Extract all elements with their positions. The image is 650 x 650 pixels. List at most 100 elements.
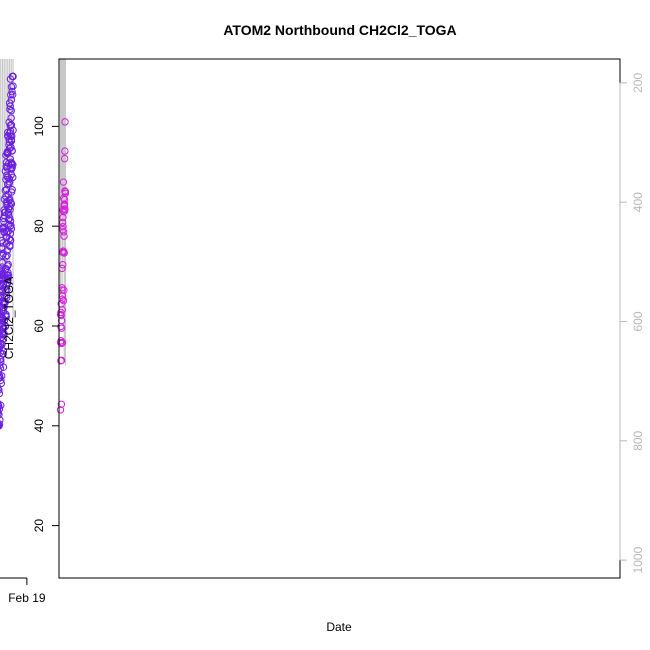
data-point [0,376,5,385]
data-point [9,90,17,99]
data-point [0,411,3,419]
data-point [57,356,66,365]
data-point [61,147,69,155]
data-point [61,118,69,126]
data-point [59,260,67,269]
data-point [61,189,70,198]
data-point [7,96,16,104]
data-point [9,72,17,81]
data-point [0,372,6,380]
data-point [57,339,66,348]
data-point [57,324,66,332]
data-point [2,313,10,321]
data-point [0,402,2,409]
data-point [9,173,17,182]
data-point [9,82,17,90]
data-point [60,200,69,208]
data-point [0,401,5,410]
data-point [60,286,68,294]
x-axis: Feb 11Feb 13Feb 15Feb 17Feb 19 [0,577,46,605]
data-point [57,311,65,320]
data-point [7,106,16,115]
data-point [7,121,16,129]
data-point [4,210,13,219]
data-point [9,161,17,169]
data-point [7,137,16,145]
data-point [4,215,13,224]
right-axis: 200 400 600 800 1000 [619,73,645,573]
right-tick-label: 200 [631,73,645,93]
y-axis-label: CH2Cl2_TOGA [2,277,16,359]
plot-frame [58,58,621,579]
data-point [3,293,11,302]
data-point [6,241,14,249]
data-point [7,198,15,207]
data-point [60,232,68,240]
data-points [0,72,70,430]
right-tick-label: 600 [631,311,645,331]
data-point [59,228,68,236]
right-tick-label: 400 [631,192,645,212]
y-tick-label: 20 [32,519,46,533]
data-point [0,405,4,413]
data-point [3,262,12,270]
data-point [6,229,15,238]
data-point [0,361,4,370]
right-tick-label: 1000 [631,546,645,573]
data-point [0,239,7,247]
data-point [0,313,6,321]
data-point [0,330,8,338]
x-tick-label: Feb 19 [8,591,46,605]
data-point [59,296,68,305]
data-point [5,195,14,203]
data-point [8,146,16,155]
data-point [0,331,4,340]
data-point [0,350,7,358]
data-point [57,316,66,325]
data-point [57,400,66,409]
data-point [5,175,14,183]
data-point [59,213,67,222]
data-point [6,237,15,245]
data-point [4,271,13,279]
data-point [0,342,2,349]
data-point [0,379,5,388]
data-point [8,87,16,96]
data-point [0,402,3,410]
data-point [0,331,7,339]
data-point [0,358,2,365]
data-point [8,159,16,168]
data-point [60,154,69,163]
data-point [0,374,3,382]
chart-title: ATOM2 Northbound CH2Cl2_TOGA [223,22,456,38]
data-point [6,217,15,225]
data-point [0,422,2,429]
data-point [9,126,17,134]
y-tick-label: 40 [32,419,46,433]
data-point [59,178,68,186]
data-point [8,185,16,194]
right-tick-label: 800 [631,430,645,450]
x-axis-label: Date [326,620,352,634]
data-point [0,389,4,398]
data-point [0,416,4,424]
data-point [0,363,8,371]
data-point [3,286,11,294]
y-tick-label: 60 [32,319,46,333]
data-point [59,222,67,231]
data-point [60,249,68,257]
data-point [7,225,16,233]
data-point [61,205,69,213]
data-point [5,179,13,188]
y-axis: 20 40 60 80 100 [32,116,60,533]
data-point [0,420,4,428]
data-point [0,347,8,355]
y-tick-label: 80 [32,219,46,233]
data-point [4,278,12,287]
data-point [1,322,10,331]
data-point [0,386,3,394]
data-point [8,163,16,172]
data-point [6,105,14,114]
data-point [3,251,11,260]
